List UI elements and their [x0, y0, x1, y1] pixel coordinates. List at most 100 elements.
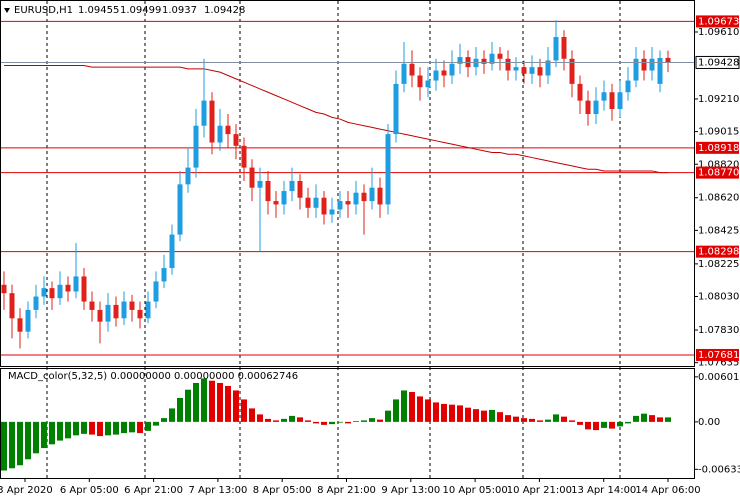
level-label: 1.07681	[698, 350, 739, 361]
candle-body	[265, 180, 271, 202]
candle-body	[601, 92, 607, 101]
macd-bar	[41, 421, 47, 449]
y2-tick-label: -0.006337	[698, 464, 740, 475]
candle-body	[425, 80, 431, 88]
candle-body	[73, 276, 79, 292]
candle-body	[153, 281, 159, 302]
candle-body	[489, 53, 495, 64]
macd-bar	[81, 421, 87, 434]
candle-body	[145, 301, 151, 319]
macd-bar	[1, 421, 7, 471]
macd-bar	[561, 416, 567, 422]
macd-bar	[481, 410, 487, 422]
candle-body	[17, 318, 23, 332]
candle-body	[641, 58, 647, 71]
macd-bar	[177, 397, 183, 422]
macd-bar	[353, 421, 359, 422]
macd-bar	[273, 420, 279, 422]
candle-body	[193, 125, 199, 168]
macd-bar	[233, 390, 239, 422]
level-label: 1.08770	[698, 168, 739, 179]
candle-body	[569, 58, 575, 84]
candle-body	[393, 83, 399, 135]
candle-body	[497, 53, 503, 59]
candle-body	[593, 100, 599, 115]
candle-body	[633, 58, 639, 81]
macd-bar	[321, 421, 327, 425]
macd-bar	[465, 407, 471, 422]
candle-body	[25, 309, 31, 332]
level-label: 1.08918	[698, 143, 739, 154]
macd-bar	[665, 417, 671, 422]
candle-body	[321, 197, 327, 215]
macd-frame	[0, 368, 695, 479]
candle-body	[585, 100, 591, 115]
candle-body	[121, 301, 127, 319]
macd-bar	[289, 415, 295, 422]
candle-body	[345, 201, 351, 205]
header-close: 1.09428	[204, 5, 245, 16]
level-label: 1.08298	[698, 247, 739, 258]
macd-bar	[89, 421, 95, 435]
candle-body	[281, 191, 287, 205]
candle-body	[609, 92, 615, 109]
macd-bar	[393, 399, 399, 422]
macd-bar	[617, 421, 623, 427]
candle-body	[385, 134, 391, 205]
candle-body	[649, 58, 655, 71]
candle-body	[553, 37, 559, 61]
macd-bar	[129, 421, 135, 433]
candle-body	[577, 83, 583, 101]
macd-bar	[113, 421, 119, 435]
macd-bar	[161, 418, 167, 422]
macd-bar	[97, 421, 103, 437]
macd-bar	[201, 378, 207, 422]
macd-bar	[9, 421, 15, 469]
y-tick-label: 1.08030	[698, 292, 739, 303]
x-tick-label: 6 Apr 05:00	[60, 485, 119, 496]
candle-body	[89, 301, 95, 310]
candle-body	[449, 63, 455, 76]
candle-body	[257, 180, 263, 188]
macd-bar	[361, 420, 367, 422]
macd-bar	[593, 421, 599, 431]
candle-body	[369, 187, 375, 202]
x-tick-label: 10 Apr 21:00	[507, 485, 572, 496]
candle-body	[433, 70, 439, 81]
candle-body	[57, 284, 63, 299]
candle-body	[137, 309, 143, 319]
candle-body	[481, 58, 487, 64]
candle-body	[113, 304, 119, 319]
candle-body	[313, 197, 319, 208]
macd-bar	[601, 421, 607, 428]
candle-body	[217, 125, 223, 143]
header-high: 1.09499	[120, 5, 161, 16]
x-tick-label: 7 Apr 13:00	[188, 485, 247, 496]
candle-body	[241, 145, 247, 168]
macd-bar	[473, 409, 479, 422]
x-tick-label: 8 Apr 05:00	[253, 485, 312, 496]
candle-body	[441, 70, 447, 76]
macd-bar	[577, 421, 583, 425]
candle-body	[625, 80, 631, 93]
y-tick-label: 1.07830	[698, 325, 739, 336]
macd-bar	[489, 409, 495, 422]
level-label-bg	[696, 348, 739, 361]
y-tick-label: 1.07635	[698, 358, 739, 369]
candle-body	[105, 304, 111, 322]
candle-body	[657, 57, 663, 84]
y-tick-label: 1.08820	[698, 159, 739, 170]
candle-body	[273, 201, 279, 205]
macd-bar	[25, 421, 31, 460]
candle-body	[1, 284, 7, 294]
candle-body	[361, 192, 367, 202]
level-label-bg	[696, 141, 739, 154]
macd-bar	[513, 416, 519, 422]
candle-body	[233, 134, 239, 146]
indicator-title: MACD_color(5,32,5) 0.00000000 0.00000000…	[8, 371, 298, 382]
macd-bar	[457, 405, 463, 422]
symbol: EURUSD,H1	[14, 5, 73, 16]
candle-body	[81, 276, 87, 302]
